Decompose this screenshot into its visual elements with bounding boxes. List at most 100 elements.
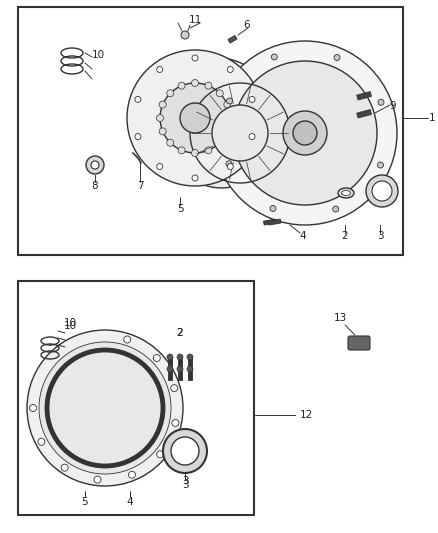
Circle shape — [171, 437, 199, 465]
Bar — [188, 356, 192, 368]
Circle shape — [127, 50, 263, 186]
Circle shape — [124, 336, 131, 343]
Bar — [178, 368, 182, 380]
Circle shape — [178, 82, 185, 89]
FancyBboxPatch shape — [348, 336, 370, 350]
Circle shape — [167, 139, 174, 146]
Circle shape — [91, 161, 99, 169]
Text: 13: 13 — [333, 313, 346, 323]
Circle shape — [160, 83, 230, 153]
Circle shape — [212, 105, 268, 161]
Text: 7: 7 — [137, 181, 143, 191]
Bar — [168, 368, 172, 380]
Circle shape — [187, 354, 193, 360]
Circle shape — [94, 476, 101, 483]
Circle shape — [172, 419, 179, 426]
Circle shape — [181, 31, 189, 39]
Text: 3: 3 — [182, 476, 188, 486]
Circle shape — [157, 451, 164, 458]
Text: 3: 3 — [377, 231, 383, 241]
Text: 4: 4 — [300, 231, 306, 241]
Circle shape — [187, 366, 193, 372]
Text: 2: 2 — [177, 328, 184, 338]
Circle shape — [159, 128, 166, 135]
Text: 9: 9 — [390, 101, 396, 111]
Text: 10: 10 — [64, 318, 77, 328]
Circle shape — [86, 156, 104, 174]
Text: 5: 5 — [82, 497, 88, 507]
Circle shape — [226, 115, 233, 122]
Circle shape — [293, 121, 317, 145]
Circle shape — [177, 366, 183, 372]
Circle shape — [283, 111, 327, 155]
Circle shape — [233, 61, 377, 205]
Circle shape — [27, 330, 183, 486]
Bar — [357, 110, 371, 118]
Circle shape — [180, 103, 210, 133]
Bar — [268, 219, 281, 225]
Text: 2: 2 — [342, 231, 348, 241]
Circle shape — [135, 96, 141, 102]
Circle shape — [167, 90, 174, 97]
Circle shape — [216, 139, 223, 146]
Circle shape — [39, 342, 171, 474]
Circle shape — [61, 464, 68, 471]
Ellipse shape — [338, 188, 354, 198]
Circle shape — [178, 147, 185, 154]
Text: 11: 11 — [188, 15, 201, 25]
Circle shape — [226, 161, 232, 167]
Bar — [264, 219, 276, 225]
Circle shape — [205, 147, 212, 154]
Circle shape — [163, 429, 207, 473]
Circle shape — [167, 354, 173, 360]
Circle shape — [192, 175, 198, 181]
Text: 8: 8 — [92, 181, 98, 191]
Circle shape — [249, 96, 255, 102]
Circle shape — [135, 134, 141, 140]
Text: 5: 5 — [177, 204, 184, 214]
Circle shape — [128, 471, 135, 478]
Circle shape — [157, 67, 163, 72]
Circle shape — [378, 99, 384, 106]
Circle shape — [333, 206, 339, 212]
Circle shape — [334, 54, 340, 61]
Circle shape — [167, 366, 173, 372]
Circle shape — [372, 181, 392, 201]
Text: 1: 1 — [429, 113, 435, 123]
Bar — [178, 356, 182, 368]
Circle shape — [213, 41, 397, 225]
Bar — [357, 92, 371, 100]
Bar — [168, 356, 172, 368]
Text: 6: 6 — [244, 20, 250, 30]
Circle shape — [171, 385, 178, 392]
Circle shape — [216, 90, 223, 97]
Circle shape — [159, 101, 166, 108]
Circle shape — [227, 164, 233, 169]
Circle shape — [271, 54, 277, 60]
Circle shape — [191, 79, 198, 86]
Circle shape — [224, 128, 231, 135]
Ellipse shape — [162, 58, 278, 188]
Circle shape — [205, 82, 212, 89]
Circle shape — [224, 101, 231, 108]
Circle shape — [29, 405, 36, 411]
Text: 10: 10 — [92, 50, 105, 60]
Text: 10: 10 — [64, 321, 77, 331]
Text: 4: 4 — [127, 497, 133, 507]
Ellipse shape — [342, 190, 350, 196]
Circle shape — [378, 162, 384, 168]
Circle shape — [226, 98, 233, 104]
Circle shape — [366, 175, 398, 207]
Circle shape — [157, 164, 163, 169]
Circle shape — [249, 134, 255, 140]
Circle shape — [156, 115, 163, 122]
Circle shape — [177, 354, 183, 360]
Circle shape — [270, 206, 276, 212]
Circle shape — [153, 354, 160, 361]
Text: 12: 12 — [300, 410, 313, 420]
Circle shape — [192, 55, 198, 61]
Circle shape — [191, 149, 198, 157]
Circle shape — [227, 67, 233, 72]
Text: 3: 3 — [182, 480, 188, 490]
Bar — [188, 368, 192, 380]
